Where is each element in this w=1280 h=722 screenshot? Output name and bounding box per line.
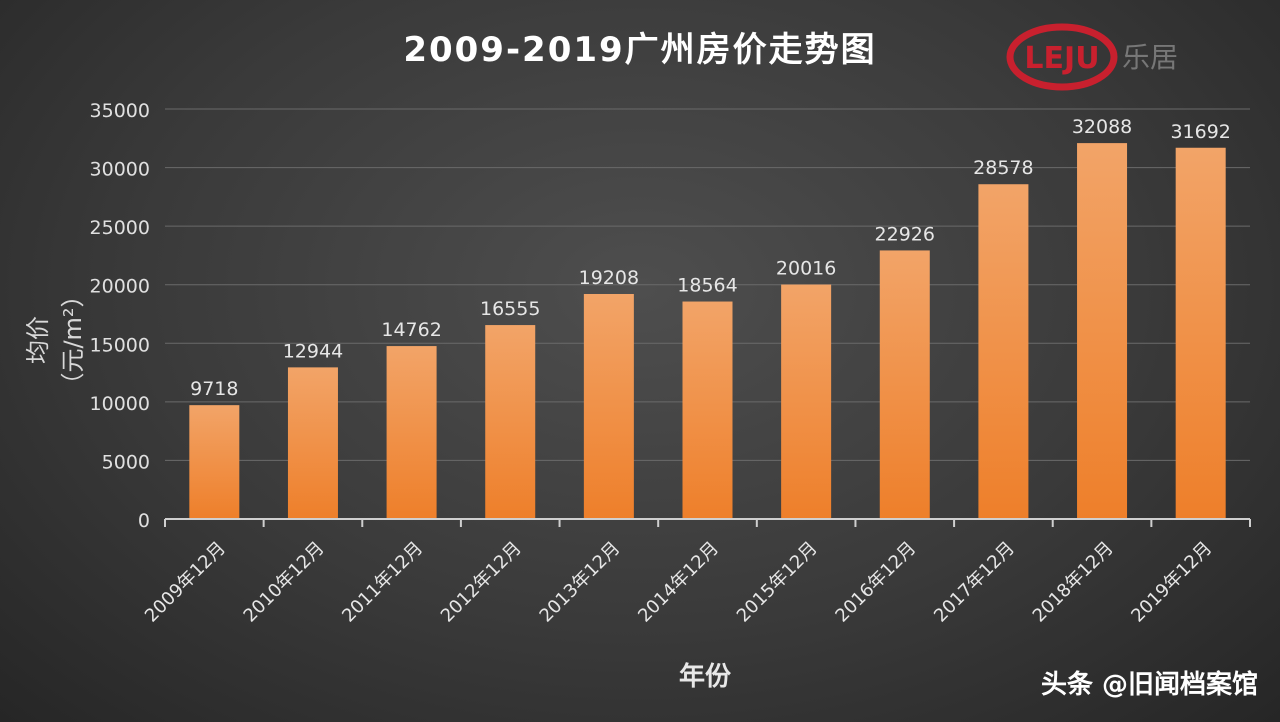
data-label: 14762 — [381, 319, 441, 341]
logo-text: 乐居 — [1122, 41, 1179, 74]
y-tick-label: 25000 — [90, 217, 150, 239]
x-tick-label: 2015年12月 — [733, 538, 822, 627]
x-tick-label: 2019年12月 — [1127, 538, 1216, 627]
x-tick-label: 2009年12月 — [141, 538, 230, 627]
data-label: 31692 — [1170, 121, 1230, 143]
y-axis-label: 均价（元/m²） — [24, 283, 87, 397]
data-label: 12944 — [283, 340, 343, 362]
x-tick-label: 2011年12月 — [338, 538, 427, 627]
x-tick-label: 2016年12月 — [831, 538, 920, 627]
x-tick-label: 2018年12月 — [1029, 538, 1118, 627]
bar — [879, 250, 930, 519]
bar — [485, 325, 536, 519]
bar — [1175, 147, 1226, 519]
data-label: 16555 — [480, 298, 540, 320]
bar — [287, 367, 338, 519]
chart-title: 2009-2019广州房价走势图 — [403, 30, 877, 70]
x-axis-label: 年份 — [678, 662, 731, 692]
y-tick-label: 30000 — [90, 159, 150, 181]
x-tick-label: 2017年12月 — [930, 538, 1019, 627]
watermark: 头条 @旧闻档案馆 — [1040, 670, 1258, 700]
svg-text:LEJU: LEJU — [1024, 41, 1099, 76]
bar — [189, 405, 240, 519]
data-label: 22926 — [875, 223, 935, 245]
y-tick-label: 0 — [138, 510, 150, 532]
y-tick-label: 10000 — [90, 393, 150, 415]
x-tick-label: 2014年12月 — [634, 538, 723, 627]
bar — [583, 293, 634, 519]
y-tick-label: 35000 — [90, 100, 150, 122]
bar — [682, 301, 733, 519]
data-label: 19208 — [579, 267, 639, 289]
data-label: 28578 — [973, 157, 1033, 179]
data-label: 9718 — [190, 378, 238, 400]
leju-logo: LEJU — [1006, 23, 1118, 91]
bar — [1077, 143, 1128, 519]
bar — [978, 184, 1029, 520]
bar — [386, 346, 437, 519]
x-tick-label: 2012年12月 — [437, 538, 526, 627]
y-tick-label: 15000 — [90, 334, 150, 356]
data-label: 18564 — [677, 275, 737, 297]
y-tick-label: 20000 — [90, 276, 150, 298]
data-label: 20016 — [776, 258, 836, 280]
data-label: 32088 — [1072, 116, 1132, 138]
bar — [781, 284, 832, 519]
x-tick-label: 2010年12月 — [240, 538, 329, 627]
x-tick-label: 2013年12月 — [536, 538, 625, 627]
y-tick-label: 5000 — [102, 451, 150, 473]
